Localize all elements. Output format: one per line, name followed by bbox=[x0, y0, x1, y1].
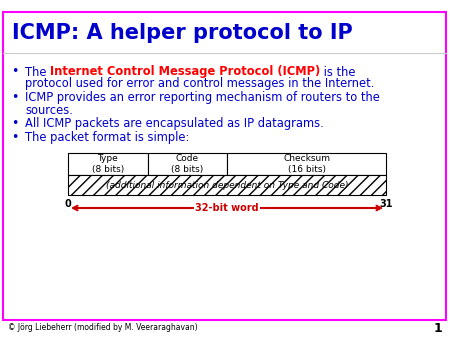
Text: ICMP provides an error reporting mechanism of routers to the: ICMP provides an error reporting mechani… bbox=[25, 92, 380, 104]
Text: Checksum
(16 bits): Checksum (16 bits) bbox=[283, 154, 330, 174]
Text: Internet Control Message Protocol (ICMP): Internet Control Message Protocol (ICMP) bbox=[50, 66, 320, 78]
Bar bbox=[148, 153, 227, 175]
Text: The packet format is simple:: The packet format is simple: bbox=[25, 130, 189, 144]
Text: (additional information dependent on Type and Code): (additional information dependent on Typ… bbox=[106, 180, 348, 190]
Bar bbox=[227, 153, 386, 175]
Text: Code
(8 bits): Code (8 bits) bbox=[171, 154, 203, 174]
Text: •: • bbox=[11, 117, 18, 129]
Text: •: • bbox=[11, 130, 18, 144]
Text: Type
(8 bits): Type (8 bits) bbox=[92, 154, 124, 174]
Text: © Jörg Liebeherr (modified by M. Veeraraghavan): © Jörg Liebeherr (modified by M. Veerara… bbox=[8, 323, 198, 333]
Text: is the: is the bbox=[320, 66, 356, 78]
Text: 31: 31 bbox=[379, 199, 393, 209]
Text: The: The bbox=[25, 66, 50, 78]
Text: 0: 0 bbox=[65, 199, 72, 209]
Text: •: • bbox=[11, 92, 18, 104]
Text: All ICMP packets are encapsulated as IP datagrams.: All ICMP packets are encapsulated as IP … bbox=[25, 117, 324, 129]
Text: sources.: sources. bbox=[25, 103, 73, 117]
Bar bbox=[68, 153, 148, 175]
Bar bbox=[68, 175, 386, 195]
Text: 1: 1 bbox=[433, 321, 442, 335]
Text: 32-bit word: 32-bit word bbox=[195, 203, 259, 213]
Text: ICMP: A helper protocol to IP: ICMP: A helper protocol to IP bbox=[12, 23, 353, 43]
Text: protocol used for error and control messages in the Internet.: protocol used for error and control mess… bbox=[25, 77, 374, 91]
Text: •: • bbox=[11, 66, 18, 78]
